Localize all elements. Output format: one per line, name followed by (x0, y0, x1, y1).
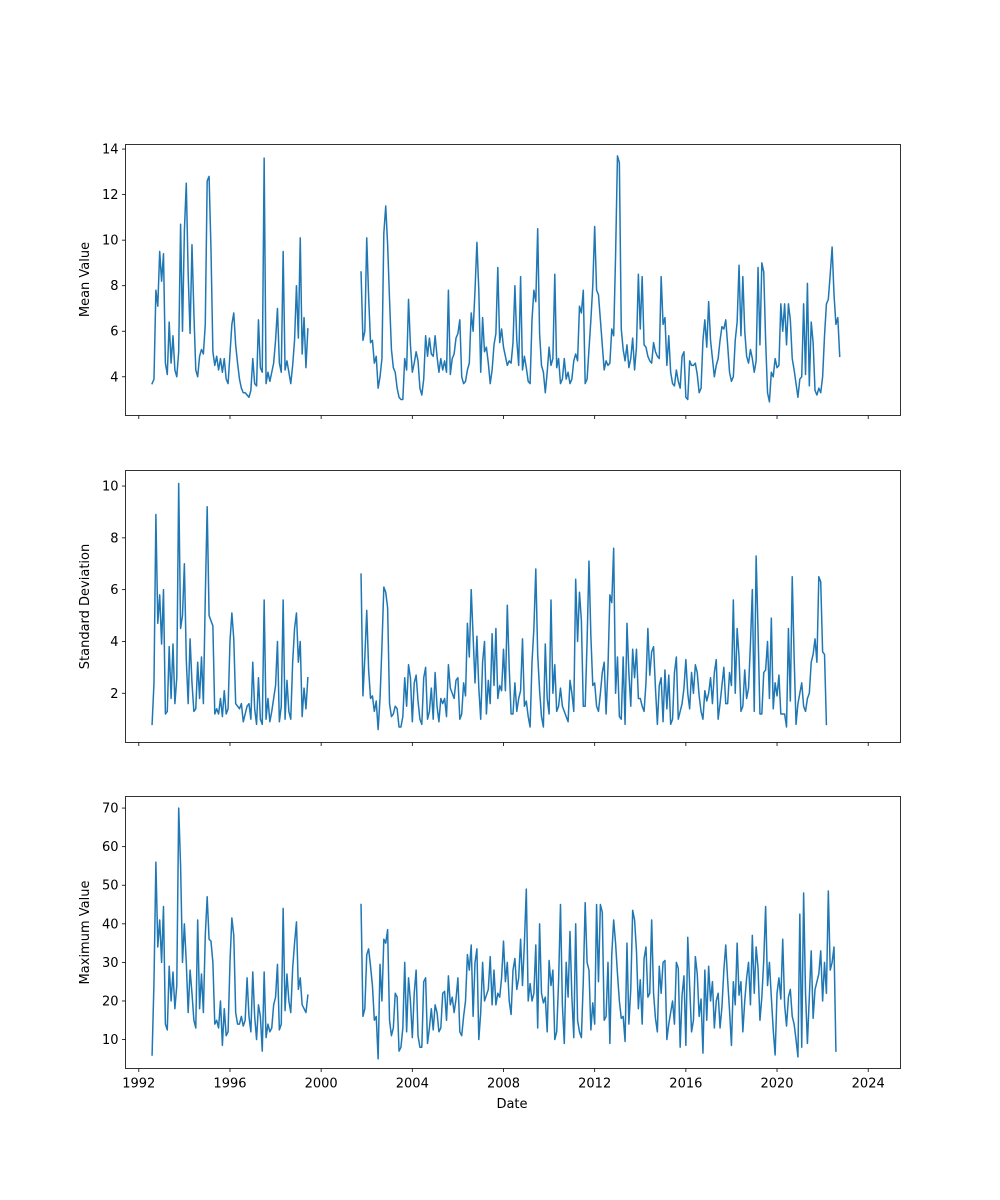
maximum-value-y-tick-label: 30 (102, 956, 119, 971)
mean-value-y-tick-label: 4 (110, 370, 118, 385)
mean-value-x-ticks (138, 415, 869, 419)
maximum-value-series (151, 807, 837, 1060)
mean-value-series (151, 155, 841, 403)
subplot-maximum-value: 10 20 30 40 50 60 70 1992 1996 2000 2004 2008 2012 2… (78, 796, 901, 1092)
maximum-value-y-tick-label: 10 (102, 1033, 119, 1048)
standard-deviation-x-ticks (138, 742, 869, 746)
maximum-value-x-tick-label: 2000 (305, 1077, 338, 1092)
subplot-standard-deviation: 2 4 6 8 10 Standard Deviation (78, 470, 901, 746)
maximum-value-x-tick-label: 2008 (487, 1077, 520, 1092)
maximum-value-x-tick-label: 2012 (578, 1077, 611, 1092)
maximum-value-y-tick-label: 70 (102, 802, 119, 817)
maximum-value-x-tick-label: 1992 (122, 1077, 155, 1092)
maximum-value-y-axis-label: Maximum Value (78, 881, 93, 985)
x-axis-label: Date (496, 1097, 527, 1112)
maximum-value-x-tick-label: 2020 (760, 1077, 793, 1092)
mean-value-line-segment (360, 155, 841, 403)
standard-deviation-y-tick-label: 8 (110, 531, 118, 546)
maximum-value-axes-frame (125, 796, 901, 1069)
standard-deviation-line-segment (151, 482, 309, 726)
standard-deviation-axes-frame (125, 470, 901, 743)
mean-value-y-tick-label: 12 (102, 188, 119, 203)
standard-deviation-line-segment (360, 547, 828, 731)
standard-deviation-y-ticks: 2 4 6 8 10 (102, 480, 126, 702)
mean-value-y-tick-label: 6 (110, 325, 118, 340)
standard-deviation-series (151, 482, 828, 731)
mean-value-y-tick-label: 14 (102, 143, 119, 158)
maximum-value-x-ticks: 1992 1996 2000 2004 2008 2012 2016 2020 2024 (122, 1068, 885, 1092)
maximum-value-x-tick-label: 2024 (852, 1077, 885, 1092)
maximum-value-y-tick-label: 50 (102, 879, 119, 894)
mean-value-y-tick-label: 10 (102, 234, 119, 249)
maximum-value-y-tick-label: 20 (102, 994, 119, 1009)
maximum-value-x-tick-label: 1996 (213, 1077, 246, 1092)
mean-value-line-segment (151, 157, 309, 399)
maximum-value-x-tick-label: 2016 (669, 1077, 702, 1092)
standard-deviation-y-tick-label: 6 (110, 583, 118, 598)
mean-value-y-axis-label: Mean Value (78, 242, 93, 317)
maximum-value-y-tick-label: 40 (102, 917, 119, 932)
mean-value-axes-frame (125, 144, 901, 416)
maximum-value-y-tick-label: 60 (102, 840, 119, 855)
standard-deviation-y-axis-label: Standard Deviation (78, 544, 93, 669)
standard-deviation-y-tick-label: 2 (110, 687, 118, 702)
maximum-value-y-ticks: 10 20 30 40 50 60 70 (102, 802, 126, 1048)
maximum-value-line-segment (151, 807, 309, 1056)
maximum-value-x-tick-label: 2004 (396, 1077, 429, 1092)
maximum-value-line-segment (360, 888, 837, 1060)
mean-value-y-ticks: 4 6 8 10 12 14 (102, 143, 126, 385)
mean-value-y-tick-label: 8 (110, 279, 118, 294)
standard-deviation-y-tick-label: 4 (110, 635, 118, 650)
subplot-mean-value: 4 6 8 10 12 14 Mean Value (78, 143, 901, 419)
standard-deviation-y-tick-label: 10 (102, 480, 119, 495)
